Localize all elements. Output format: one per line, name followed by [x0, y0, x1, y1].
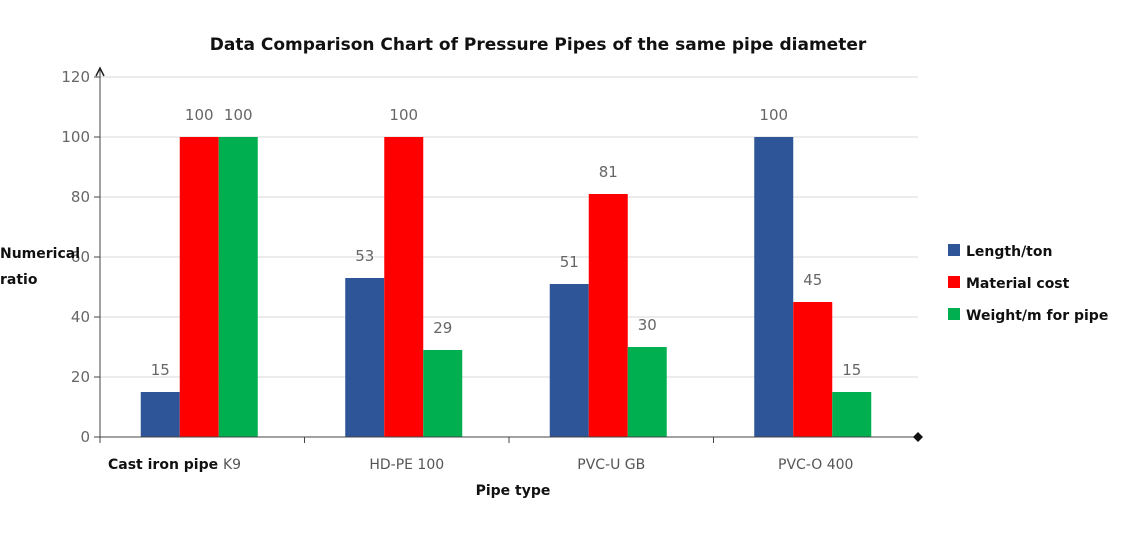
data-label: 81: [599, 163, 618, 181]
x-axis-title: Pipe type: [476, 483, 551, 499]
legend-swatch: [948, 244, 960, 256]
x-tick-label: HD-PE 100: [369, 457, 444, 473]
y-axis-title-line2: ratio: [0, 272, 38, 288]
y-tick-label: 40: [71, 308, 90, 326]
bar: [754, 137, 794, 437]
data-label: 30: [638, 316, 657, 334]
chart-title: Data Comparison Chart of Pressure Pipes …: [210, 35, 867, 55]
bar: [793, 302, 833, 437]
bar: [384, 137, 424, 437]
y-axis-arrow: [95, 66, 105, 77]
legend-swatch: [948, 276, 960, 288]
x-axis-end-marker: [913, 432, 923, 442]
bar: [345, 278, 385, 437]
bar: [627, 347, 667, 437]
legend-label: Weight/m for pipe: [966, 308, 1108, 324]
data-label: 51: [560, 253, 579, 271]
data-label: 100: [759, 106, 788, 124]
bar: [832, 392, 872, 437]
data-label: 15: [151, 361, 170, 379]
x-tick-label-prefix: Cast iron pipe: [108, 457, 223, 473]
data-label: 29: [433, 319, 452, 337]
x-tick-label: PVC-O 400: [778, 457, 853, 473]
bar: [179, 137, 219, 437]
data-label: 53: [355, 247, 374, 265]
y-tick-label: 100: [61, 128, 90, 146]
data-label: 100: [389, 106, 418, 124]
data-label: 15: [842, 361, 861, 379]
bar: [218, 137, 258, 437]
bars: [140, 137, 872, 437]
data-label: 100: [185, 106, 214, 124]
labels: 0 20 40 60 80 100 120 15 100 100 Cast iron pipe K9…: [61, 68, 861, 473]
x-tick-label: PVC-U GB: [577, 457, 645, 473]
x-tick-label-main: K9: [223, 457, 241, 473]
data-label: 100: [224, 106, 253, 124]
y-axis-title-line1: Numerical: [0, 246, 80, 262]
y-tick-label: 80: [71, 188, 90, 206]
legend-label: Material cost: [966, 276, 1070, 292]
data-label: 45: [803, 271, 822, 289]
y-tick-label: 20: [71, 368, 90, 386]
y-tick-label: 60: [71, 248, 90, 266]
legend-label: Length/ton: [966, 244, 1052, 260]
y-tick-label: 120: [61, 68, 90, 86]
axes: [94, 66, 923, 443]
x-tick-label: Cast iron pipe K9: [108, 457, 241, 473]
legend-swatch: [948, 308, 960, 320]
bar: [140, 392, 180, 437]
bar: [423, 350, 463, 437]
y-tick-label: 0: [80, 428, 90, 446]
bar: [549, 284, 589, 437]
bar: [588, 194, 628, 437]
legend: Length/ton Material cost Weight/m for pipe: [948, 244, 1108, 324]
